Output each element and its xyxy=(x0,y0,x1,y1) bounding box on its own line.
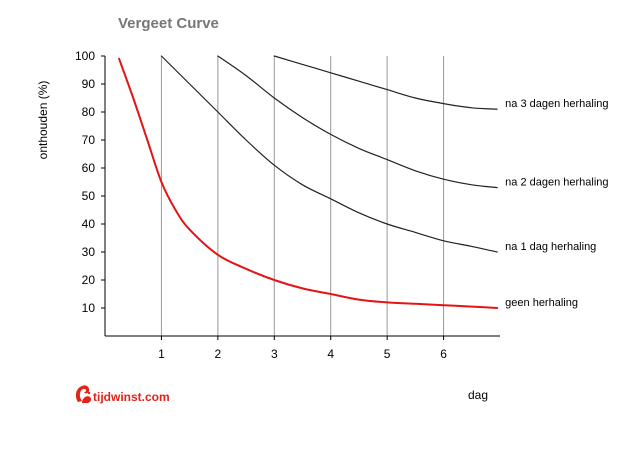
y-tick-label-50: 50 xyxy=(82,189,96,203)
series-label-0: geen herhaling xyxy=(505,297,578,309)
y-tick-label-70: 70 xyxy=(82,133,96,147)
y-tick-label-100: 100 xyxy=(75,49,95,63)
x-tick-label-1: 1 xyxy=(158,347,165,361)
series-labels: geen herhaling na 1 dag herhaling na 2 dag… xyxy=(505,98,608,309)
series-label-2: na 2 dagen herhaling xyxy=(505,177,608,189)
chart-title: Vergeet Curve xyxy=(118,15,219,32)
x-ticks: 1 2 3 4 5 6 xyxy=(158,336,447,361)
series-line-2 xyxy=(217,55,498,189)
x-tick-label-2: 2 xyxy=(215,347,222,361)
x-tick-label-5: 5 xyxy=(384,347,391,361)
x-axis-title: dag xyxy=(468,388,488,402)
series-line-0 xyxy=(118,57,499,309)
series-label-1: na 1 dag herhaling xyxy=(505,241,596,253)
y-tick-label-10: 10 xyxy=(82,301,96,315)
series-lines xyxy=(118,55,499,309)
y-tick-label-60: 60 xyxy=(82,161,96,175)
y-ticks: 10 20 30 40 50 60 70 80 90 100 xyxy=(75,49,105,315)
logo-text: tijdwinst.com xyxy=(93,390,170,404)
x-tick-label-4: 4 xyxy=(327,347,334,361)
grid xyxy=(160,56,445,336)
x-tick-label-6: 6 xyxy=(440,347,447,361)
y-tick-label-90: 90 xyxy=(82,77,96,91)
series-label-3: na 3 dagen herhaling xyxy=(505,98,608,110)
y-tick-label-20: 20 xyxy=(82,273,96,287)
series-line-3 xyxy=(273,55,498,110)
y-axis-title: onthouden (%) xyxy=(36,81,50,160)
y-tick-label-30: 30 xyxy=(82,245,96,259)
axes xyxy=(104,56,500,337)
y-tick-label-40: 40 xyxy=(82,217,96,231)
series-line-1 xyxy=(160,55,498,253)
logo: tijdwinst.com xyxy=(75,385,170,404)
y-tick-label-80: 80 xyxy=(82,105,96,119)
x-tick-label-3: 3 xyxy=(271,347,278,361)
squirrel-icon xyxy=(75,385,92,403)
